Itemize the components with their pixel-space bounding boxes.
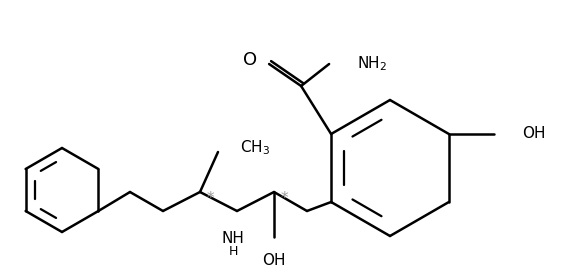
- Text: CH$_3$: CH$_3$: [240, 139, 270, 157]
- Text: OH: OH: [522, 127, 545, 141]
- Text: NH$_2$: NH$_2$: [357, 55, 387, 73]
- Text: OH: OH: [262, 253, 286, 268]
- Text: *: *: [206, 190, 214, 206]
- Text: NH: NH: [222, 231, 245, 246]
- Text: H: H: [228, 245, 238, 258]
- Text: O: O: [243, 51, 257, 69]
- Text: *: *: [280, 190, 288, 206]
